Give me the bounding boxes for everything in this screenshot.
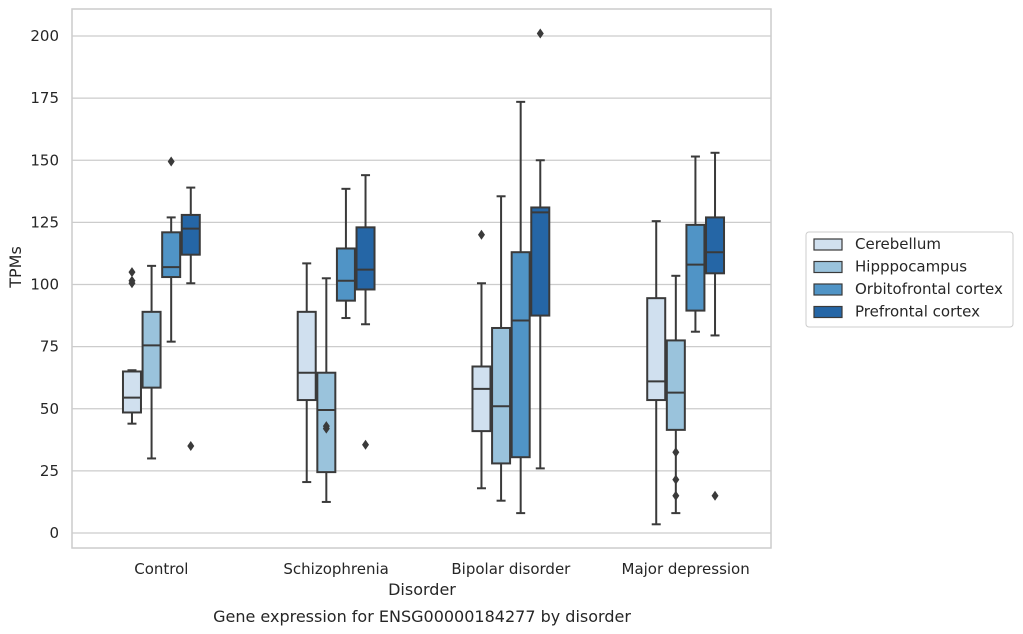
outlier-point xyxy=(536,28,544,39)
legend-swatch xyxy=(813,238,843,251)
box-iqr xyxy=(296,310,317,402)
y-tick-label: 175 xyxy=(30,89,59,107)
plot-frame xyxy=(71,8,772,549)
outlier-point xyxy=(128,267,136,278)
outlier-point xyxy=(362,439,370,450)
box-iqr xyxy=(471,365,492,433)
x-tick-label: Bipolar disorder xyxy=(451,560,571,578)
box-prefrontal-cortex xyxy=(355,174,376,450)
y-tick-label: 125 xyxy=(30,213,59,231)
x-tick-label: Control xyxy=(134,560,188,578)
box-cerebellum xyxy=(471,229,492,490)
box-cerebellum xyxy=(296,262,317,484)
box-iqr xyxy=(335,247,356,302)
x-tick-label: Major depression xyxy=(622,560,750,578)
legend-label: Hipppocampus xyxy=(855,258,967,276)
y-tick-label: 50 xyxy=(40,400,59,418)
box-iqr xyxy=(646,297,667,402)
box-orbitofrontal-cortex xyxy=(335,187,356,320)
box-iqr xyxy=(491,326,512,465)
legend-frame xyxy=(805,231,1014,328)
outlier-point xyxy=(672,474,680,485)
box-iqr xyxy=(510,251,531,459)
x-axis-ticks: Control Schizophrenia Bipolar disorder Majo… xyxy=(134,560,749,578)
grid-lines xyxy=(72,35,771,534)
box-prefrontal-cortex xyxy=(180,186,201,452)
box-orbitofrontal-cortex xyxy=(161,156,182,343)
legend-label: Cerebellum xyxy=(855,235,941,253)
box-iqr xyxy=(121,370,142,414)
box-iqr xyxy=(685,223,706,312)
box-hipppocampus xyxy=(141,264,162,460)
outlier-point xyxy=(672,447,680,458)
y-axis-ticks: 0 25 50 75 100 125 150 175 200 xyxy=(30,27,59,542)
legend: Cerebellum Hipppocampus Orbitofrontal cort… xyxy=(805,231,1014,328)
y-tick-label: 25 xyxy=(40,462,59,480)
outlier-point xyxy=(672,490,680,501)
y-tick-label: 0 xyxy=(49,524,59,542)
box-hipppocampus xyxy=(665,274,686,515)
box-iqr xyxy=(665,339,686,431)
y-tick-label: 150 xyxy=(30,151,59,169)
y-tick-label: 200 xyxy=(30,27,59,45)
box-prefrontal-cortex xyxy=(530,28,551,470)
outlier-point xyxy=(167,156,175,167)
box-iqr xyxy=(161,231,182,279)
box-series xyxy=(121,28,726,526)
y-tick-label: 75 xyxy=(40,338,59,356)
legend-label: Orbitofrontal cortex xyxy=(855,280,1003,298)
outlier-point xyxy=(187,441,195,452)
box-orbitofrontal-cortex xyxy=(510,100,531,515)
y-tick-label: 100 xyxy=(30,276,59,294)
outlier-point xyxy=(477,229,485,240)
box-iqr xyxy=(180,213,201,256)
box-iqr xyxy=(141,310,162,389)
x-axis-label: Disorder xyxy=(388,580,456,599)
chart-caption: Gene expression for ENSG00000184277 by d… xyxy=(213,607,631,626)
box-orbitofrontal-cortex xyxy=(685,155,706,333)
y-axis-label: TPMs xyxy=(6,246,25,289)
legend-label: Prefrontal cortex xyxy=(855,303,980,321)
box-iqr xyxy=(530,206,551,317)
legend-swatch xyxy=(813,305,843,319)
box-cerebellum xyxy=(121,267,142,425)
box-iqr xyxy=(355,226,376,291)
legend-swatch xyxy=(813,260,843,274)
x-tick-label: Schizophrenia xyxy=(283,560,388,578)
box-cerebellum xyxy=(646,220,667,526)
plot-border xyxy=(71,8,772,549)
legend-swatch xyxy=(813,283,843,296)
box-hipppocampus xyxy=(316,277,337,503)
outlier-point xyxy=(128,275,136,286)
box-hipppocampus xyxy=(491,195,512,502)
box-iqr xyxy=(705,216,726,275)
outlier-point xyxy=(711,490,719,501)
outlier-point xyxy=(322,421,330,432)
box-prefrontal-cortex xyxy=(705,151,726,501)
